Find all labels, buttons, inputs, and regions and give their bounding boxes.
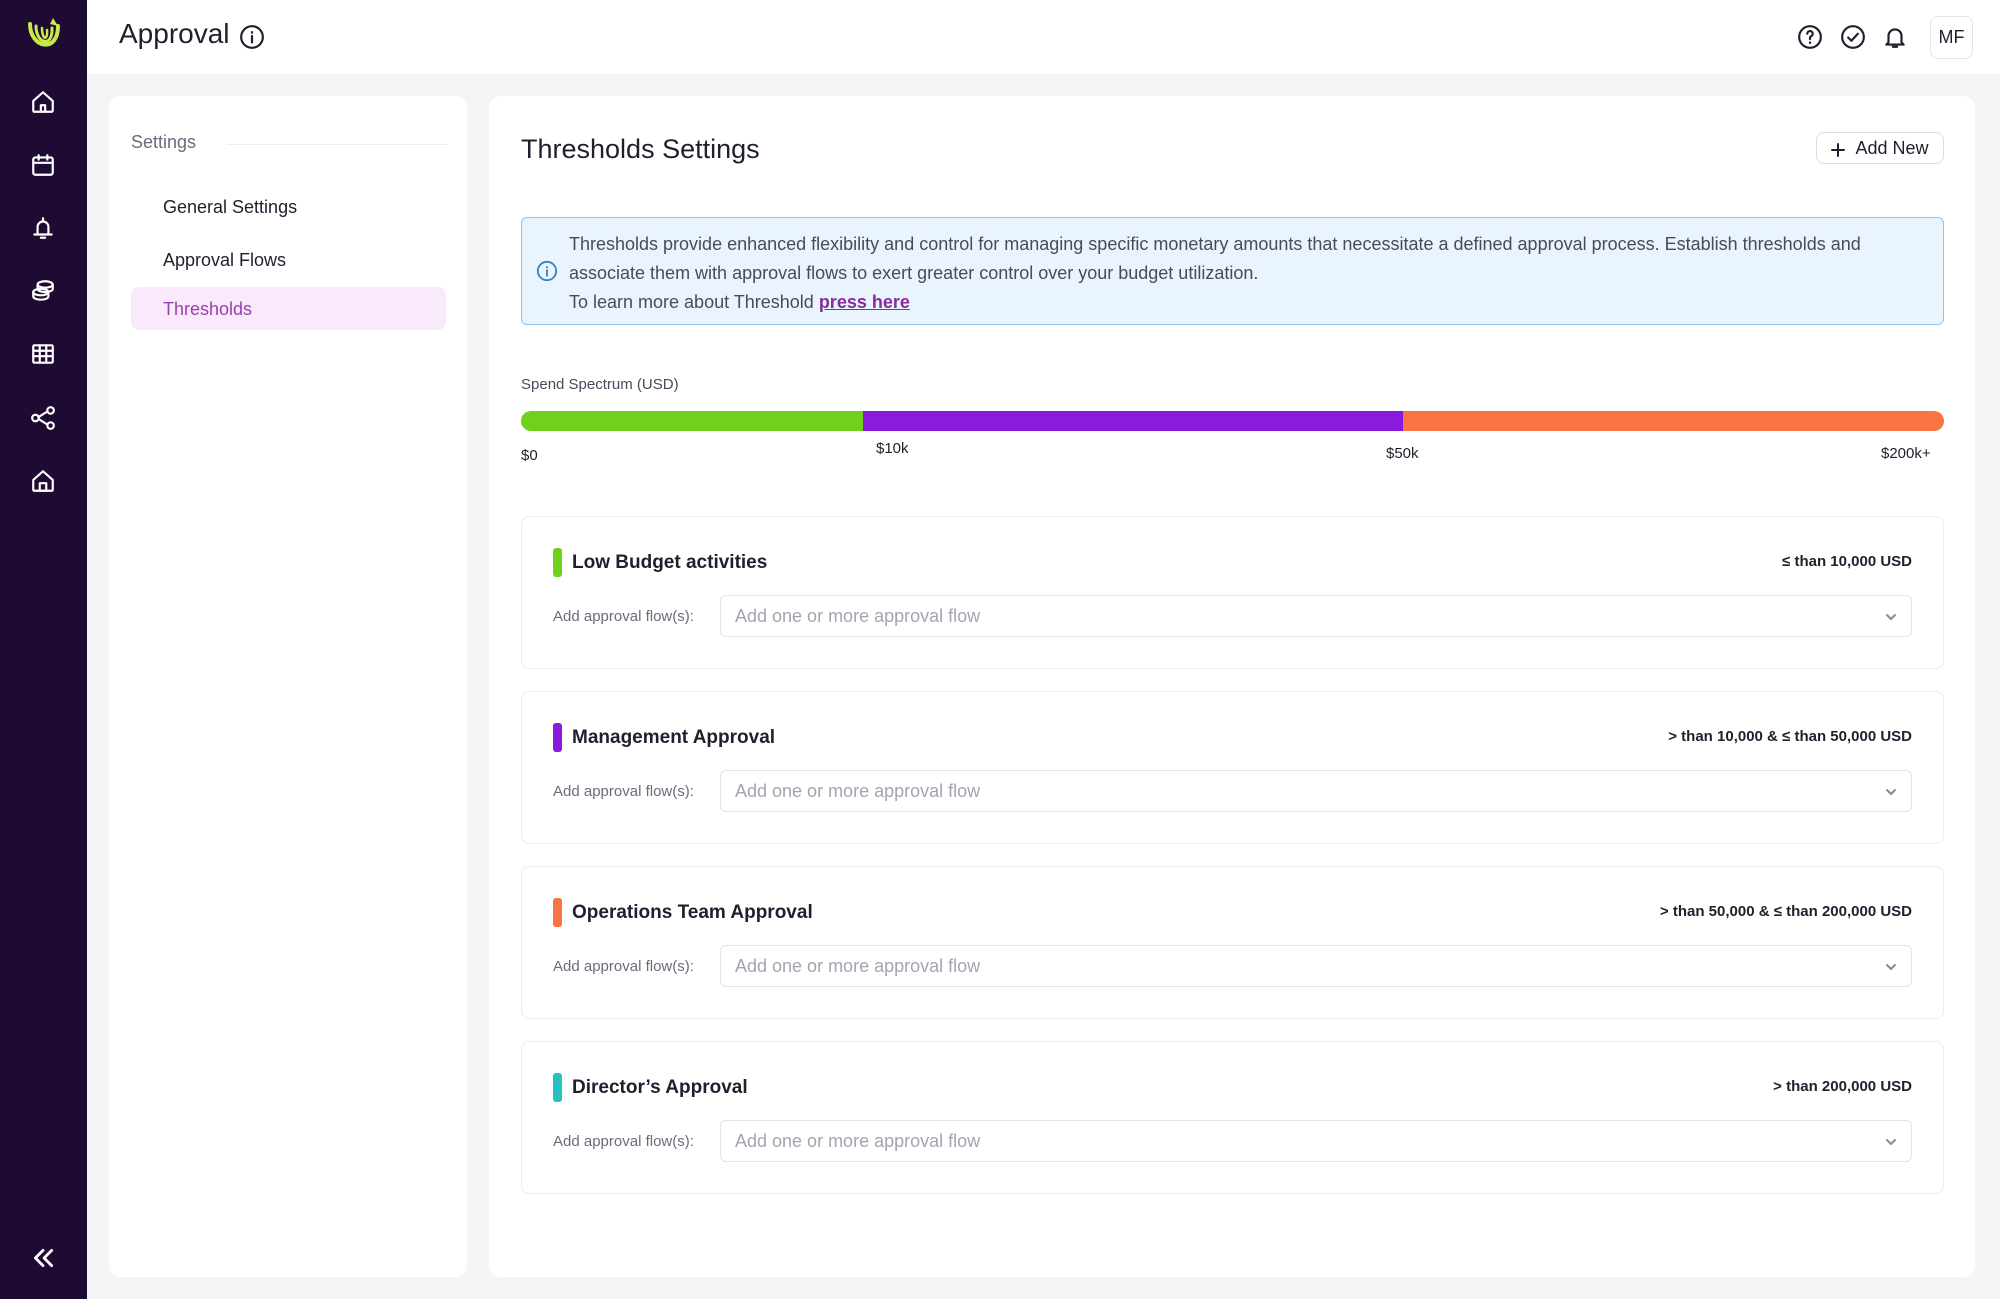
threshold-range: > than 10,000 & ≤ than 50,000 USD (1668, 728, 1912, 745)
approval-flow-select[interactable]: Add one or more approval flow (720, 595, 1912, 637)
calendar-icon[interactable] (29, 151, 57, 179)
approval-flow-placeholder: Add one or more approval flow (735, 781, 981, 801)
approval-flow-placeholder: Add one or more approval flow (735, 956, 981, 976)
approval-flow-label: Add approval flow(s): (553, 783, 694, 800)
main-panel: Thresholds Settings Add New Thresholds p… (489, 96, 1975, 1277)
threshold-card-low-budget: Low Budget activities ≤ than 10,000 USD … (521, 516, 1944, 669)
threshold-color-swatch (553, 898, 562, 927)
info-description: Thresholds provide enhanced flexibility … (569, 234, 1861, 283)
info-learn-more: To learn more about Threshold (569, 292, 819, 312)
spectrum-segment-1 (862, 411, 1404, 431)
coins-icon[interactable] (29, 277, 57, 305)
approval-flow-label: Add approval flow(s): (553, 608, 694, 625)
threshold-range: ≤ than 10,000 USD (1782, 553, 1912, 570)
add-new-label: Add New (1855, 137, 1929, 158)
check-circle-icon[interactable] (1840, 24, 1866, 50)
threshold-color-swatch (553, 723, 562, 752)
chevron-down-icon (1885, 960, 1897, 972)
info-icon[interactable] (239, 24, 265, 50)
threshold-card-operations: Operations Team Approval > than 50,000 &… (521, 866, 1944, 1019)
divider (226, 144, 448, 145)
info-icon (536, 260, 558, 282)
tick-label-10k: $10k (876, 440, 909, 457)
top-bar: Approval MF (87, 0, 2000, 74)
help-icon[interactable] (1797, 24, 1823, 50)
threshold-color-swatch (553, 548, 562, 577)
settings-item-general[interactable]: General Settings (163, 197, 298, 217)
chevron-down-icon (1885, 1135, 1897, 1147)
spectrum-segment-0 (521, 411, 863, 431)
bell-tower-icon[interactable] (29, 214, 57, 242)
approval-flow-placeholder: Add one or more approval flow (735, 1131, 981, 1151)
settings-panel: Settings General Settings Approval Flows… (109, 96, 467, 1277)
section-title: Thresholds Settings (521, 134, 760, 164)
share-nodes-icon[interactable] (29, 404, 57, 432)
approval-flow-label: Add approval flow(s): (553, 1133, 694, 1150)
settings-item-thresholds[interactable]: Thresholds (131, 287, 446, 330)
approval-flow-select[interactable]: Add one or more approval flow (720, 770, 1912, 812)
info-text: Thresholds provide enhanced flexibility … (569, 230, 1929, 317)
spectrum-segment-2 (1403, 411, 1944, 431)
threshold-card-management: Management Approval > than 10,000 & ≤ th… (521, 691, 1944, 844)
brand-logo-icon[interactable] (22, 14, 66, 58)
threshold-name: Low Budget activities (572, 552, 768, 573)
table-icon[interactable] (29, 340, 57, 368)
tick-label-0: $0 (521, 447, 538, 464)
home-icon[interactable] (29, 88, 57, 116)
threshold-name: Operations Team Approval (572, 902, 813, 923)
double-chevron-left-icon[interactable] (27, 1242, 59, 1274)
settings-item-approval-flows[interactable]: Approval Flows (163, 250, 287, 270)
avatar[interactable]: MF (1930, 16, 1973, 59)
tick-label-50k: $50k (1386, 445, 1419, 462)
spectrum-label: Spend Spectrum (USD) (521, 376, 679, 393)
chevron-down-icon (1885, 785, 1897, 797)
approval-flow-select[interactable]: Add one or more approval flow (720, 1120, 1912, 1162)
threshold-card-director: Director’s Approval > than 200,000 USD A… (521, 1041, 1944, 1194)
chevron-down-icon (1885, 610, 1897, 622)
spend-spectrum-bar (521, 411, 1944, 431)
page-title: Approval (119, 18, 230, 49)
approval-flow-label: Add approval flow(s): (553, 958, 694, 975)
threshold-range: > than 50,000 & ≤ than 200,000 USD (1659, 903, 1912, 920)
threshold-name: Management Approval (572, 727, 776, 748)
press-here-link[interactable]: press here (818, 292, 910, 312)
plus-icon (1831, 141, 1846, 157)
threshold-color-swatch (553, 1073, 562, 1102)
tick-label-200k: $200k+ (1881, 445, 1931, 462)
approval-flow-placeholder: Add one or more approval flow (735, 606, 981, 626)
settings-heading: Settings (131, 132, 197, 152)
left-rail (0, 0, 87, 1299)
threshold-name: Director’s Approval (572, 1077, 748, 1098)
add-new-button[interactable]: Add New (1816, 132, 1944, 164)
bell-icon[interactable] (1882, 24, 1908, 50)
threshold-range: > than 200,000 USD (1773, 1078, 1912, 1095)
approval-flow-select[interactable]: Add one or more approval flow (720, 945, 1912, 987)
info-banner: Thresholds provide enhanced flexibility … (521, 217, 1944, 325)
store-icon[interactable] (29, 467, 57, 495)
